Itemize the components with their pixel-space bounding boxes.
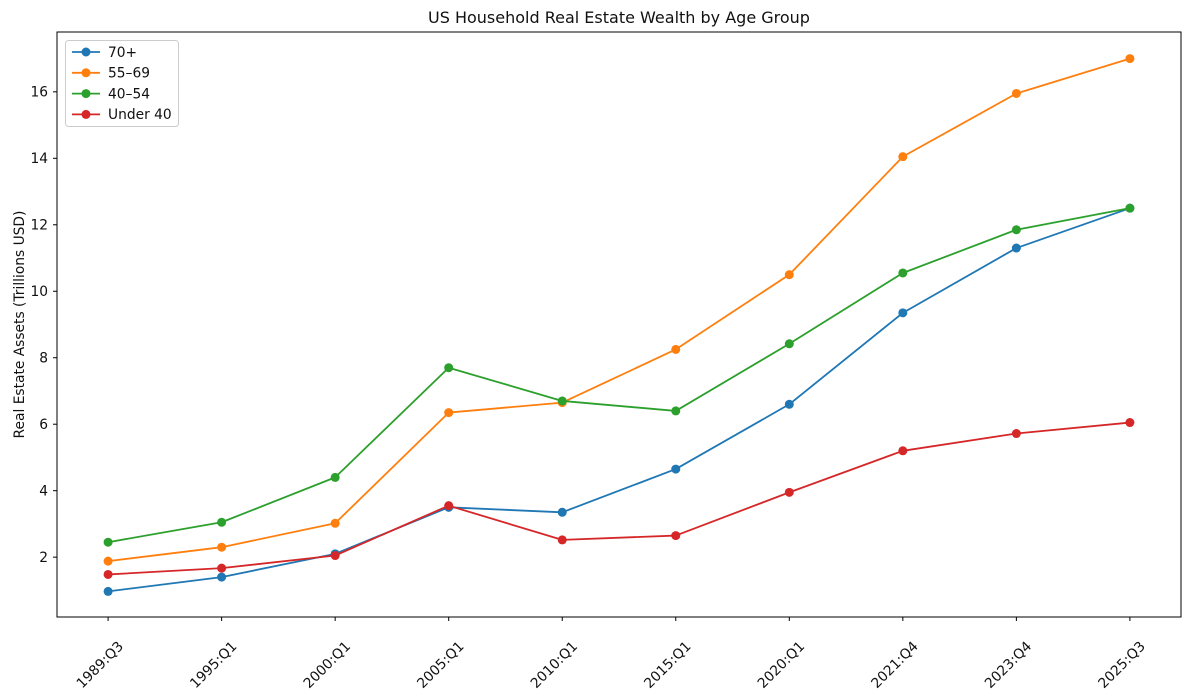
plot-area: 2 4 6 8 10 12 14 16 1989:Q3 1995:Q1 2000:Q1 2005:Q1…: [30, 31, 1182, 690]
series-line: [107, 207, 1131, 544]
data-point: [784, 270, 794, 280]
data-point: [444, 501, 454, 511]
data-point: [671, 344, 681, 354]
data-point: [671, 464, 681, 474]
y-axis-label: Real Estate Assets (Trillions USD): [12, 211, 28, 439]
y-tick-label: 14: [30, 151, 48, 167]
x-tick-label: 2015:Q1: [641, 639, 694, 690]
x-tick-label: 2023:Q4: [982, 639, 1035, 690]
data-point: [784, 339, 794, 349]
x-tick-label: 2021:Q4: [868, 639, 921, 690]
series-under-40: [103, 418, 1135, 579]
x-tick-label: 2000:Q1: [301, 639, 354, 690]
legend-marker-icon: [81, 47, 91, 57]
legend-item: 40–54: [72, 86, 150, 102]
series-line: [107, 207, 1131, 593]
x-tick-label: 1989:Q3: [74, 639, 127, 690]
x-tick-label: 2010:Q1: [528, 639, 581, 690]
x-tick-label: 2005:Q1: [414, 639, 467, 690]
chart-title: US Household Real Estate Wealth by Age G…: [428, 8, 810, 27]
series-layer: [103, 54, 1135, 596]
legend-label: Under 40: [108, 107, 172, 123]
data-point: [898, 446, 908, 456]
legend: 70+ 55–69 40–54 Under 40: [65, 40, 179, 127]
x-tick-label: 1995:Q1: [187, 639, 240, 690]
legend-marker-icon: [81, 109, 91, 119]
legend-item: 55–69: [72, 66, 150, 82]
legend-label: 70+: [108, 45, 137, 61]
data-point: [103, 586, 113, 596]
series-55-69: [103, 54, 1135, 566]
data-point: [103, 537, 113, 547]
data-point: [671, 406, 681, 416]
y-tick-label: 12: [30, 218, 48, 234]
data-point: [1125, 418, 1135, 428]
legend-box: [65, 40, 179, 127]
data-point: [444, 363, 454, 373]
data-point: [103, 556, 113, 566]
data-point: [103, 569, 113, 579]
series-line: [108, 421, 1130, 576]
series-line: [107, 57, 1131, 563]
data-point: [557, 396, 567, 406]
data-point: [671, 531, 681, 541]
data-point: [217, 572, 227, 582]
y-tick-label: 10: [30, 284, 48, 300]
legend-marker-icon: [81, 89, 91, 99]
legend-item: 70+: [72, 45, 137, 61]
data-point: [784, 399, 794, 409]
y-tick-label: 6: [39, 417, 48, 433]
data-point: [784, 487, 794, 497]
data-point: [330, 472, 340, 482]
y-tick-label: 2: [39, 550, 48, 566]
data-point: [898, 152, 908, 162]
data-point: [1125, 54, 1135, 64]
y-tick-label: 8: [39, 351, 48, 367]
data-point: [217, 542, 227, 552]
data-point: [330, 551, 340, 561]
legend-marker-icon: [81, 68, 91, 78]
axes-spines: [56, 31, 1182, 618]
data-point: [898, 308, 908, 318]
data-point: [1011, 88, 1021, 98]
data-point: [1011, 243, 1021, 253]
data-point: [444, 408, 454, 418]
data-point: [1011, 429, 1021, 439]
data-point: [1125, 203, 1135, 213]
legend-label: 40–54: [108, 86, 150, 102]
legend-label: 55–69: [108, 66, 150, 82]
data-point: [330, 518, 340, 528]
x-tick-label: 2020:Q1: [755, 639, 808, 690]
data-point: [1011, 225, 1021, 235]
data-point: [557, 507, 567, 517]
x-tick-label: 2025:Q3: [1095, 639, 1148, 690]
series-40-54: [103, 203, 1135, 547]
data-point: [898, 268, 908, 278]
y-tick-label: 16: [30, 85, 48, 101]
legend-item: Under 40: [72, 107, 172, 123]
y-tick-label: 4: [39, 483, 48, 499]
data-point: [217, 517, 227, 527]
data-point: [557, 535, 567, 545]
data-point: [217, 563, 227, 573]
